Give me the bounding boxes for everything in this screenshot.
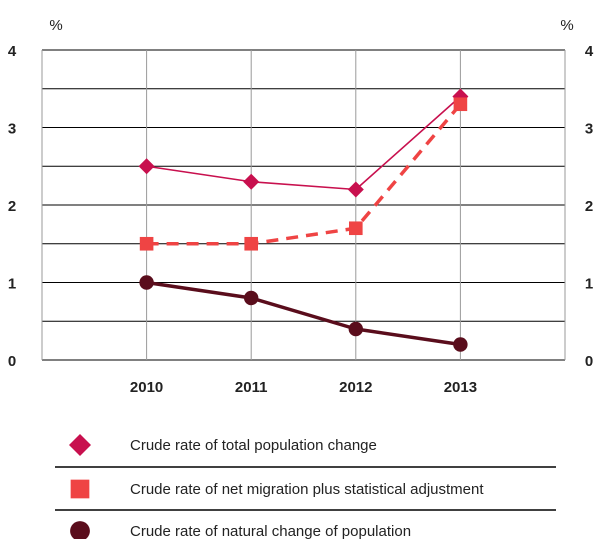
y-tick-label-left: 1 (8, 276, 16, 293)
data-point (349, 221, 363, 236)
legend-label: Crude rate of total population change (130, 437, 377, 454)
legend: Crude rate of total population change Cru… (55, 434, 556, 539)
series-3 (139, 275, 468, 352)
series-1 (138, 88, 469, 198)
y-tick-label-right: 1 (585, 276, 593, 293)
x-tick-label: 2013 (444, 379, 477, 396)
y-tick-label-right: 2 (585, 198, 593, 215)
y-unit-left: % (49, 17, 62, 34)
legend-marker (70, 479, 90, 499)
y-tick-label-right: 0 (585, 353, 593, 370)
y-tick-label-left: 3 (8, 121, 16, 138)
legend-marker (69, 434, 91, 456)
legend-item-1: Crude rate of total population change (69, 434, 377, 456)
data-point (138, 158, 155, 175)
series-line (146, 95, 461, 191)
legend-item-2: Crude rate of net migration plus statist… (70, 479, 484, 499)
data-point (348, 321, 363, 337)
data-point (453, 97, 468, 112)
series-2 (139, 97, 468, 251)
legend-item-3: Crude rate of natural change of populati… (70, 521, 411, 539)
series-group (138, 88, 469, 352)
y-tick-label-right: 3 (585, 121, 593, 138)
legend-marker (70, 521, 90, 539)
x-tick-label: 2010 (130, 379, 163, 396)
y-tick-label-left: 4 (8, 43, 17, 60)
data-point (139, 275, 154, 290)
data-point (347, 181, 364, 198)
y-tick-label-right: 4 (585, 43, 594, 60)
x-tick-label: 2011 (235, 379, 268, 396)
x-tick-label: 2012 (339, 379, 372, 396)
data-point (244, 290, 259, 306)
series-line (146, 103, 462, 246)
grid (41, 49, 566, 361)
axes: 0 0 1 1 2 2 3 3 4 4% % 2010 2011 2012 2013 (8, 17, 594, 396)
y-tick-label-left: 0 (8, 353, 16, 370)
data-point (243, 173, 260, 190)
data-point (453, 337, 468, 352)
y-unit-right: % (560, 17, 573, 34)
y-tick-label-left: 2 (8, 198, 16, 215)
legend-label: Crude rate of natural change of populati… (130, 523, 411, 539)
data-point (139, 236, 154, 251)
series-line (146, 280, 461, 347)
data-point (244, 236, 258, 251)
legend-label: Crude rate of net migration plus statist… (130, 481, 484, 498)
